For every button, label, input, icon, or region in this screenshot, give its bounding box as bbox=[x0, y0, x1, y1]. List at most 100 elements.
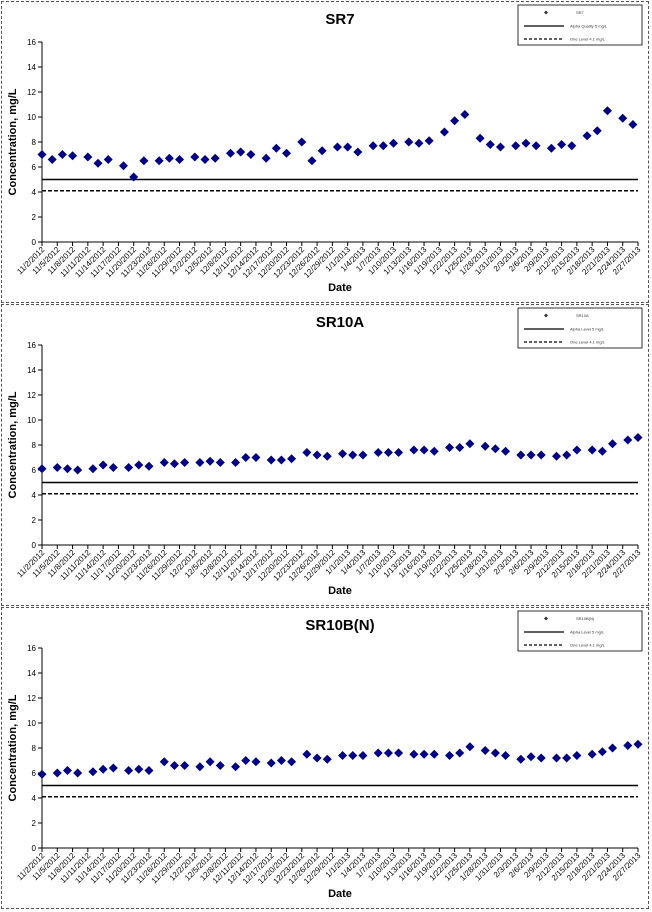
data-point bbox=[587, 445, 597, 455]
data-point bbox=[287, 454, 297, 464]
data-point bbox=[93, 158, 103, 168]
data-point bbox=[261, 153, 271, 163]
data-point bbox=[297, 137, 307, 147]
data-point bbox=[450, 116, 460, 126]
data-point bbox=[394, 448, 404, 457]
data-point bbox=[623, 435, 633, 445]
data-point bbox=[180, 458, 190, 467]
data-point bbox=[266, 758, 276, 768]
data-point bbox=[37, 769, 47, 779]
data-point bbox=[108, 463, 118, 472]
data-point bbox=[414, 138, 424, 148]
data-point bbox=[460, 110, 470, 119]
data-point bbox=[592, 126, 602, 136]
data-point bbox=[139, 156, 149, 166]
y-axis-title: Concentration, mg/L bbox=[7, 88, 19, 195]
data-point bbox=[546, 143, 556, 153]
data-point bbox=[628, 120, 638, 129]
legend-box bbox=[517, 307, 643, 349]
legend-box bbox=[517, 610, 643, 652]
data-point bbox=[562, 753, 572, 763]
chart-svg: SR10A024681012141611/2/201211/5/201211/8… bbox=[7, 307, 643, 597]
y-tick-label: 0 bbox=[32, 238, 37, 247]
legend-label-series: SR10A bbox=[576, 313, 589, 318]
data-point bbox=[175, 155, 185, 164]
y-axis-title: Concentration, mg/L bbox=[7, 694, 19, 801]
data-point bbox=[251, 757, 261, 767]
y-tick-label: 8 bbox=[32, 138, 37, 147]
data-point bbox=[485, 140, 495, 149]
data-point bbox=[302, 749, 312, 759]
data-point bbox=[180, 761, 190, 770]
y-tick-label: 14 bbox=[27, 669, 36, 678]
data-point bbox=[282, 148, 292, 158]
y-axis-title: Concentration, mg/L bbox=[7, 391, 19, 498]
data-point bbox=[526, 752, 536, 762]
data-point bbox=[490, 748, 500, 758]
data-point bbox=[455, 748, 465, 758]
data-point bbox=[551, 451, 561, 461]
data-point bbox=[241, 453, 251, 462]
data-point bbox=[307, 156, 317, 166]
data-point bbox=[409, 445, 419, 455]
data-point bbox=[597, 747, 607, 757]
data-point bbox=[536, 450, 546, 460]
data-point bbox=[480, 441, 490, 451]
data-point bbox=[134, 764, 144, 774]
data-point bbox=[322, 451, 332, 461]
data-point bbox=[358, 450, 368, 460]
y-tick-label: 0 bbox=[32, 844, 37, 853]
data-point bbox=[490, 444, 500, 454]
chart-panel-sr7: SR7 0 2 4 6 8 10 12 14 16 11/2/2012 11/5/2012 11/8/2… bbox=[1, 1, 649, 303]
data-point bbox=[383, 448, 393, 457]
data-point bbox=[205, 456, 215, 466]
legend-label-series: SR7 bbox=[576, 10, 585, 15]
data-point bbox=[429, 749, 439, 759]
data-point bbox=[52, 463, 62, 472]
y-tick-label: 8 bbox=[32, 441, 37, 450]
data-point bbox=[190, 152, 200, 162]
legend-box bbox=[517, 4, 643, 46]
data-point bbox=[231, 458, 241, 467]
data-point bbox=[383, 748, 393, 758]
data-point bbox=[251, 453, 261, 462]
data-point bbox=[455, 443, 465, 452]
legend-marker bbox=[544, 313, 548, 318]
data-point bbox=[322, 754, 332, 764]
data-point bbox=[521, 138, 531, 148]
data-point bbox=[108, 763, 118, 773]
data-point bbox=[572, 445, 582, 455]
chart-title: SR7 bbox=[325, 11, 354, 28]
data-point bbox=[587, 749, 597, 759]
data-point bbox=[271, 143, 281, 153]
legend-marker bbox=[544, 10, 548, 15]
chart-svg: SR7024681012141611/2/201211/5/201211/8/2… bbox=[7, 4, 643, 294]
data-point bbox=[37, 464, 47, 474]
data-point bbox=[103, 155, 113, 164]
data-point bbox=[465, 439, 475, 449]
data-point bbox=[348, 751, 358, 760]
y-tick-label: 16 bbox=[27, 644, 36, 653]
data-point bbox=[200, 155, 210, 164]
data-point bbox=[332, 142, 342, 152]
data-point bbox=[302, 448, 312, 457]
data-point bbox=[562, 450, 572, 460]
data-point bbox=[373, 748, 383, 758]
data-point bbox=[608, 439, 618, 449]
y-tick-label: 4 bbox=[32, 188, 37, 197]
data-point bbox=[582, 131, 592, 141]
y-tick-label: 6 bbox=[32, 163, 37, 172]
y-tick-label: 4 bbox=[32, 491, 37, 500]
data-point bbox=[551, 753, 561, 763]
data-point bbox=[98, 460, 108, 470]
data-point bbox=[531, 141, 541, 151]
data-point bbox=[536, 753, 546, 763]
data-point bbox=[409, 749, 419, 759]
data-point bbox=[164, 153, 174, 163]
data-point bbox=[144, 461, 154, 471]
data-point bbox=[445, 751, 455, 760]
y-tick-label: 14 bbox=[27, 366, 36, 375]
data-point bbox=[312, 450, 322, 460]
y-tick-label: 2 bbox=[32, 213, 37, 222]
legend-label-solid: Alpha Level 5 mg/L bbox=[570, 630, 605, 635]
